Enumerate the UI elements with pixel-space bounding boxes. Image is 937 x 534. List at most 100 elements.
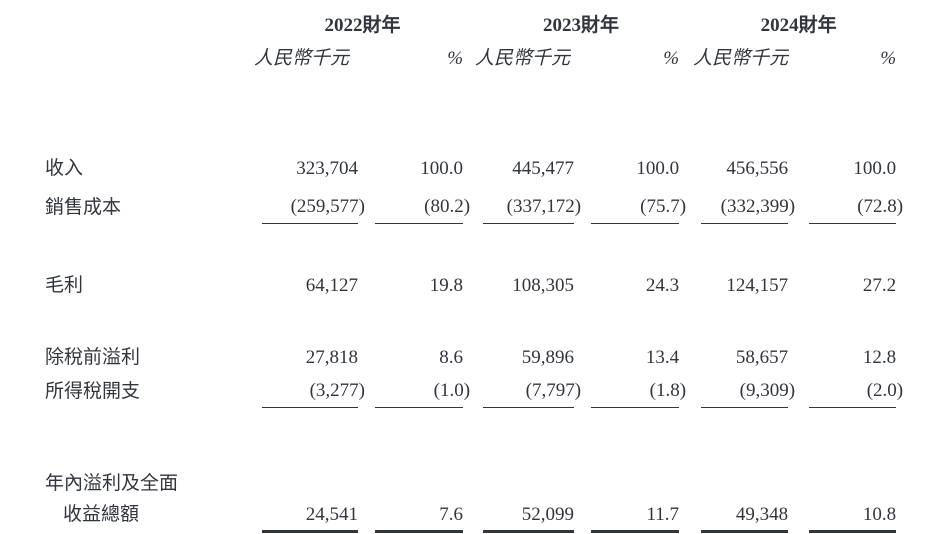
amount-cell: 52,099 (483, 460, 575, 534)
percent-cell: 19.8 (429, 275, 464, 297)
year-header-2023: 2023財年 (543, 15, 620, 37)
empty-cell (45, 41, 262, 73)
percent-cell: 100.0 (853, 158, 897, 180)
percent-cell: 13.4 (645, 347, 680, 369)
empty-corner-cell (45, 10, 262, 41)
column-gap (574, 342, 591, 372)
percent-cell: 8.6 (439, 347, 464, 369)
unit-header-2024: 人民幣千元 (693, 48, 789, 70)
percent-cell: 12.8 (862, 347, 897, 369)
row-label: 毛利 (45, 275, 84, 297)
amount-cell: 49,348 (701, 460, 789, 534)
table-row-profit-before-tax: 除稅前溢利 27,818 8.6 59,896 13.4 58,657 12.8 (45, 342, 896, 372)
percent-cell: (1.0) (375, 372, 470, 408)
amount-cell: (3,277) (262, 372, 365, 408)
column-gap (788, 41, 809, 73)
percent-cell: (72.8) (809, 183, 903, 224)
percent-cell: 100.0 (420, 158, 464, 180)
column-gap (463, 460, 483, 534)
row-label-line1: 年內溢利及全面 (45, 473, 179, 495)
spacer-row (45, 302, 896, 342)
unit-header-2022: 人民幣千元 (254, 48, 350, 70)
spacer-row (45, 73, 896, 151)
amount-cell: 323,704 (296, 158, 358, 180)
percent-cell: 10.8 (809, 460, 897, 534)
double-rule (809, 530, 897, 534)
column-gap (358, 342, 375, 372)
double-rule (591, 530, 680, 534)
row-label: 所得稅開支 (45, 380, 141, 402)
amount-cell: 24,541 (262, 460, 358, 534)
income-statement-table: 2022財年 2023財年 2024財年 人民幣千元 % 人民幣千元 % 人民幣… (45, 10, 903, 534)
column-gap (679, 151, 701, 183)
percent-cell: (75.7) (591, 183, 686, 224)
column-gap (463, 270, 483, 302)
percent-cell: (80.2) (375, 183, 470, 224)
amount-cell: 124,157 (726, 275, 789, 297)
column-gap (358, 270, 375, 302)
column-gap (463, 10, 483, 41)
column-gap (574, 460, 591, 534)
column-gap (574, 151, 591, 183)
amount-cell: 456,556 (726, 158, 789, 180)
column-gap (788, 151, 809, 183)
amount-cell: (9,309) (701, 372, 795, 408)
amount-cell: 64,127 (305, 275, 358, 297)
year-header-row: 2022財年 2023財年 2024財年 (45, 10, 896, 41)
column-gap (788, 270, 809, 302)
amount-cell: (259,577) (262, 183, 365, 224)
amount-cell: (337,172) (483, 183, 581, 224)
column-gap (358, 41, 375, 73)
double-rule (375, 530, 464, 534)
percent-cell: 11.7 (591, 460, 680, 534)
column-gap (788, 342, 809, 372)
unit-header-2023: 人民幣千元 (475, 48, 571, 70)
table-row-revenue: 收入 323,704 100.0 445,477 100.0 456,556 1… (45, 151, 896, 183)
spacer-row (45, 224, 896, 271)
table-row-total-profit: 年內溢利及全面 收益總額 24,541 7.6 52,099 11.7 49,3… (45, 460, 897, 534)
year-header-2024: 2024財年 (760, 15, 837, 37)
row-label: 除稅前溢利 (45, 347, 141, 369)
percent-header-2023: % (663, 48, 680, 70)
double-rule (483, 530, 575, 534)
column-gap (358, 151, 375, 183)
percent-cell: 27.2 (862, 275, 897, 297)
amount-cell: 108,305 (512, 275, 575, 297)
amount-cell: 27,818 (305, 347, 358, 369)
column-gap (574, 41, 591, 73)
percent-cell: 24.3 (645, 275, 680, 297)
column-gap (463, 151, 483, 183)
table-row-cost-of-sales: 銷售成本 (259,577) (80.2) (337,172) (75.7) (… (45, 183, 903, 224)
unit-header-row: 人民幣千元 % 人民幣千元 % 人民幣千元 % (45, 41, 896, 73)
row-label: 銷售成本 (45, 196, 122, 218)
percent-cell: (1.8) (591, 372, 686, 408)
row-label: 收入 (45, 158, 84, 180)
row-label-line2: 收益總額 (63, 504, 140, 526)
amount-cell: 445,477 (512, 158, 575, 180)
double-rule (701, 530, 789, 534)
column-gap (679, 342, 701, 372)
amount-cell: 59,896 (521, 347, 575, 369)
amount-cell: (7,797) (483, 372, 581, 408)
table-row-gross-profit: 毛利 64,127 19.8 108,305 24.3 124,157 27.2 (45, 270, 896, 302)
amount-cell: (332,399) (701, 183, 795, 224)
percent-cell: (2.0) (809, 372, 903, 408)
year-header-2022: 2022財年 (324, 15, 401, 37)
percent-cell: 100.0 (636, 158, 680, 180)
column-gap (574, 270, 591, 302)
column-gap (358, 460, 375, 534)
column-gap (463, 342, 483, 372)
percent-header-2024: % (880, 48, 897, 70)
row-label: 年內溢利及全面 收益總額 (45, 460, 262, 534)
amount-cell: 58,657 (735, 347, 789, 369)
column-gap (679, 270, 701, 302)
percent-cell: 7.6 (375, 460, 464, 534)
double-rule (262, 530, 358, 534)
column-gap (679, 460, 701, 534)
spacer-row (45, 408, 896, 461)
percent-header-2022: % (447, 48, 464, 70)
table-row-income-tax-expense: 所得稅開支 (3,277) (1.0) (7,797) (1.8) (9,309… (45, 372, 903, 408)
column-gap (679, 10, 701, 41)
column-gap (788, 460, 809, 534)
